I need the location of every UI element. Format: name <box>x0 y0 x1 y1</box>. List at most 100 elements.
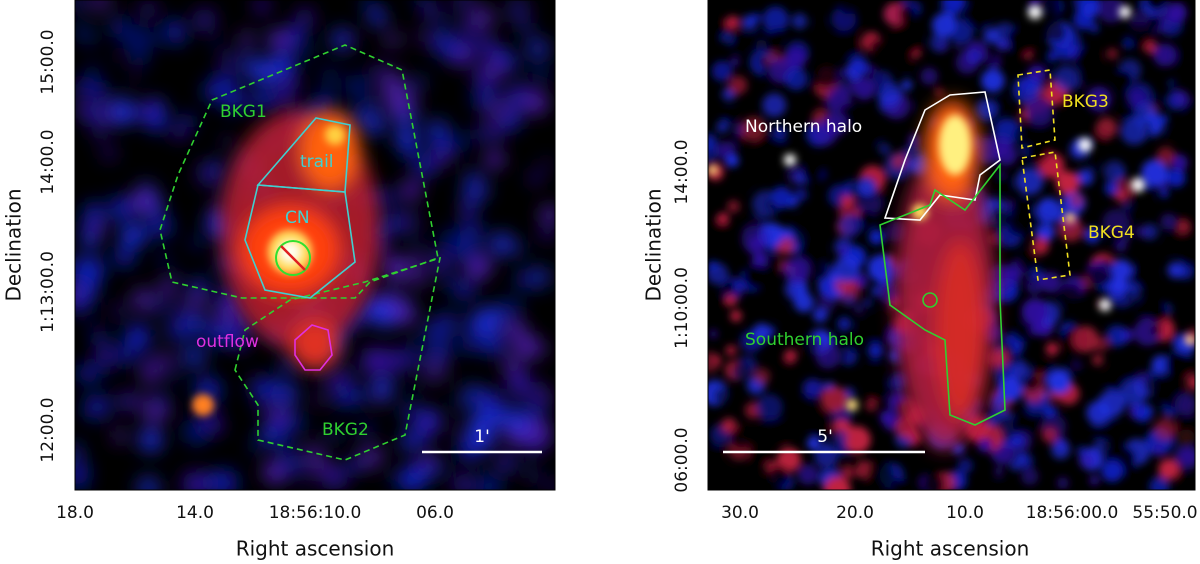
noise <box>759 415 784 440</box>
noise <box>131 287 156 313</box>
noise <box>981 68 1005 93</box>
noise <box>533 474 545 485</box>
noise <box>1166 168 1186 188</box>
noise <box>116 344 138 366</box>
noise <box>1169 81 1178 90</box>
x-tick-label: 10.0 <box>946 503 984 523</box>
noise <box>1086 400 1111 425</box>
noise <box>762 93 787 118</box>
noise <box>733 133 746 146</box>
noise <box>1031 237 1050 255</box>
noise <box>797 463 819 485</box>
noise <box>325 374 338 387</box>
noise <box>841 291 857 307</box>
noise <box>519 22 533 36</box>
noise <box>434 34 462 61</box>
noise <box>507 81 533 107</box>
noise <box>833 255 861 283</box>
noise <box>726 15 740 30</box>
noise <box>87 61 98 72</box>
noise <box>376 187 397 209</box>
noise <box>329 27 355 53</box>
noise <box>190 237 203 250</box>
noise <box>730 57 740 66</box>
noise <box>369 8 386 26</box>
noise <box>1106 48 1118 60</box>
noise <box>807 436 821 450</box>
noise <box>766 464 790 488</box>
noise <box>1030 322 1044 336</box>
noise <box>483 121 506 144</box>
noise <box>1183 98 1195 119</box>
noise <box>1094 336 1109 352</box>
noise <box>485 150 504 169</box>
noise <box>471 127 486 142</box>
noise <box>460 205 470 215</box>
noise <box>367 122 381 136</box>
x-axis-title: Right ascension <box>236 537 395 561</box>
noise <box>943 0 967 13</box>
region-label: trail <box>300 152 334 172</box>
noise <box>130 71 140 81</box>
noise <box>1090 161 1100 171</box>
noise <box>321 464 348 490</box>
noise <box>168 370 178 381</box>
noise <box>192 8 217 33</box>
noise <box>187 291 207 311</box>
noise <box>423 2 438 18</box>
noise <box>727 200 740 213</box>
noise <box>837 0 858 15</box>
noise <box>1044 21 1067 43</box>
noise <box>156 350 176 370</box>
noise <box>168 27 186 46</box>
noise <box>1177 446 1195 467</box>
noise <box>269 29 290 50</box>
noise <box>151 298 168 316</box>
noise <box>895 417 918 439</box>
noise <box>1174 393 1195 416</box>
noise <box>1041 222 1052 233</box>
noise <box>1075 46 1101 73</box>
noise <box>90 122 109 141</box>
noise <box>420 356 449 384</box>
noise <box>541 391 553 404</box>
noise <box>1037 359 1054 376</box>
noise <box>83 104 103 123</box>
noise <box>1054 40 1076 62</box>
noise <box>87 0 113 14</box>
noise <box>1008 199 1036 226</box>
noise <box>725 345 737 356</box>
noise <box>814 17 828 31</box>
noise <box>101 145 117 161</box>
noise <box>82 234 98 250</box>
noise <box>314 392 326 405</box>
noise <box>784 67 808 91</box>
noise <box>1111 259 1133 281</box>
noise <box>150 31 164 45</box>
noise <box>1084 228 1099 243</box>
noise <box>463 442 472 451</box>
noise <box>451 424 462 436</box>
noise <box>763 255 783 275</box>
noise <box>1160 213 1177 230</box>
noise <box>402 349 423 370</box>
noise <box>850 343 861 354</box>
noise <box>413 75 426 88</box>
noise <box>1147 301 1170 324</box>
noise <box>212 259 225 272</box>
noise <box>86 80 107 100</box>
noise <box>382 348 408 374</box>
noise <box>1086 86 1112 112</box>
noise <box>499 297 522 320</box>
noise <box>211 37 222 48</box>
region-label: BKG3 <box>1062 92 1109 112</box>
noise <box>1025 97 1054 126</box>
noise <box>141 364 161 384</box>
noise <box>514 244 525 255</box>
noise <box>1133 404 1152 423</box>
noise <box>120 223 145 248</box>
noise <box>1164 240 1178 255</box>
noise <box>792 280 807 295</box>
left-frame <box>74 0 556 491</box>
noise <box>506 369 531 393</box>
